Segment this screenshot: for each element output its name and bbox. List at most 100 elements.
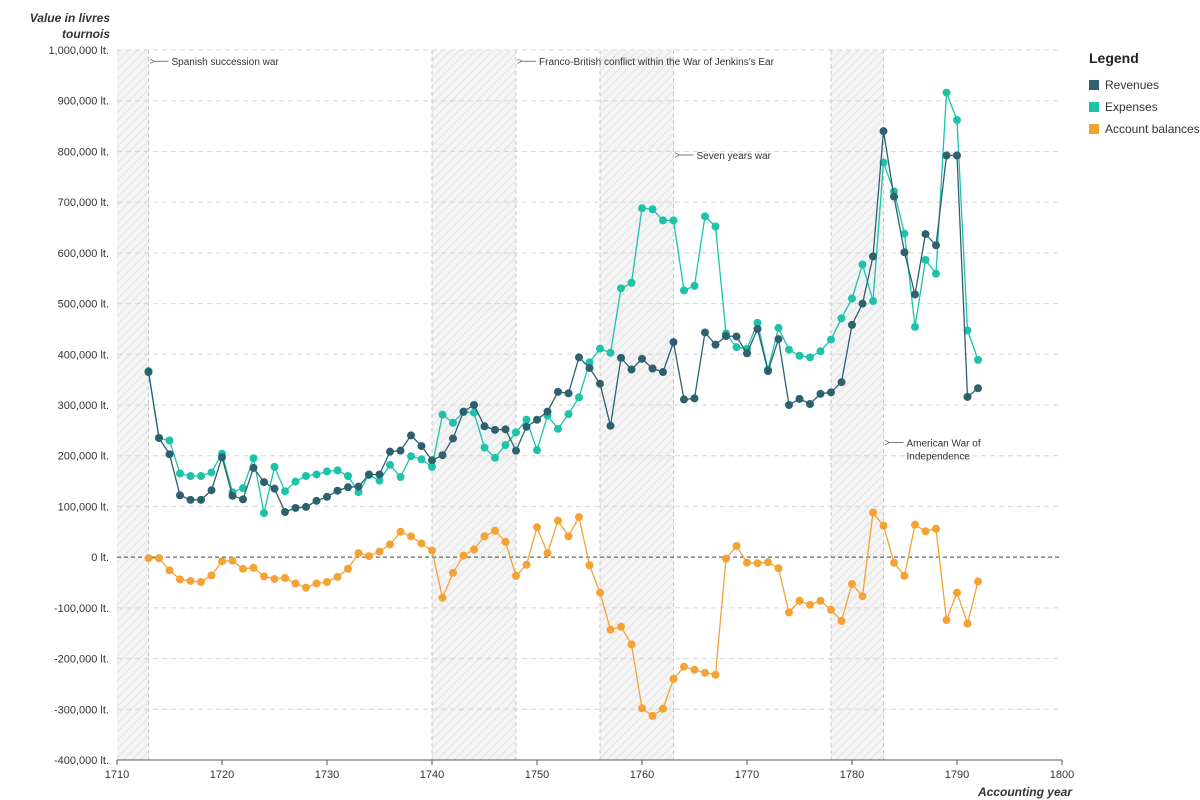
point-expenses: [281, 487, 289, 496]
legend-item-account-balances[interactable]: Account balances: [1089, 118, 1200, 140]
point-expenses: [407, 452, 415, 461]
point-account-balances: [564, 532, 573, 541]
x-tick-label: 1740: [420, 769, 444, 781]
war-annotations: Spanish succession war Franco-British con…: [155, 57, 981, 463]
legend-item-expenses[interactable]: Expenses: [1089, 96, 1200, 118]
point-expenses: [680, 286, 688, 295]
point-account-balances: [722, 554, 730, 563]
point-account-balances: [281, 573, 289, 582]
point-revenues: [974, 384, 982, 393]
point-expenses: [648, 205, 657, 214]
legend-title: Legend: [1089, 50, 1139, 66]
legend-swatch-account-balances: [1089, 124, 1099, 134]
point-account-balances: [386, 540, 394, 549]
point-expenses: [690, 281, 699, 290]
point-revenues: [375, 470, 384, 479]
point-revenues: [249, 463, 258, 472]
point-account-balances: [438, 593, 447, 602]
point-expenses: [470, 408, 478, 417]
point-expenses: [480, 443, 489, 452]
legend-label-account-balances: Account balances: [1105, 122, 1200, 136]
point-account-balances: [533, 523, 541, 532]
point-account-balances: [669, 674, 678, 683]
point-account-balances: [449, 568, 457, 577]
gridlines: [117, 49, 1062, 761]
point-revenues: [197, 495, 205, 504]
y-axis-title: Value in livres tournois: [29, 11, 110, 41]
point-revenues: [680, 395, 688, 404]
point-expenses: [900, 229, 909, 238]
x-tick-label: 1750: [525, 769, 549, 781]
point-account-balances: [879, 521, 888, 530]
point-revenues: [743, 349, 751, 358]
point-account-balances: [491, 526, 499, 535]
point-account-balances: [176, 575, 184, 584]
point-revenues: [144, 368, 153, 377]
point-account-balances: [197, 577, 205, 586]
y-tick-label: 400,000 lt.: [58, 349, 109, 361]
point-revenues: [911, 290, 919, 299]
point-expenses: [165, 436, 174, 445]
point-account-balances: [207, 571, 216, 580]
y-tick-label: 600,000 lt.: [58, 248, 109, 260]
point-account-balances: [543, 549, 552, 558]
point-revenues: [155, 433, 163, 442]
point-expenses: [491, 453, 499, 462]
point-account-balances: [932, 524, 940, 533]
point-expenses: [669, 216, 678, 225]
series-group: [144, 88, 982, 720]
point-revenues: [449, 434, 457, 443]
point-expenses: [522, 415, 531, 424]
point-expenses: [533, 446, 541, 455]
point-account-balances: [606, 625, 615, 634]
point-revenues: [501, 425, 510, 434]
legend-item-revenues[interactable]: Revenues: [1089, 74, 1200, 96]
point-expenses: [785, 345, 793, 354]
point-revenues: [732, 332, 741, 341]
point-expenses: [606, 348, 615, 357]
point-revenues: [302, 502, 310, 511]
point-account-balances: [774, 564, 783, 573]
point-account-balances: [302, 583, 310, 592]
point-expenses: [711, 222, 720, 231]
point-account-balances: [659, 704, 667, 713]
y-tick-label: 700,000 lt.: [58, 197, 109, 209]
point-account-balances: [333, 572, 342, 581]
point-account-balances: [354, 549, 363, 558]
point-account-balances: [323, 577, 331, 586]
point-expenses: [197, 472, 205, 480]
point-revenues: [711, 340, 720, 349]
point-revenues: [407, 431, 415, 440]
y-tick-label: 1,000,000 lt.: [48, 45, 109, 57]
point-revenues: [575, 353, 583, 362]
point-account-balances: [585, 561, 594, 570]
point-revenues: [386, 447, 394, 456]
point-account-balances: [417, 539, 426, 548]
point-revenues: [165, 450, 174, 459]
point-revenues: [522, 422, 531, 431]
x-tick-label: 1760: [630, 769, 654, 781]
point-revenues: [690, 394, 699, 403]
point-account-balances: [806, 600, 814, 609]
point-revenues: [428, 456, 436, 465]
point-revenues: [533, 415, 541, 424]
point-account-balances: [911, 520, 919, 529]
point-account-balances: [953, 588, 961, 597]
point-expenses: [375, 476, 384, 485]
point-account-balances: [848, 580, 856, 589]
y-tick-label: 500,000 lt.: [58, 299, 109, 311]
point-account-balances: [480, 532, 489, 541]
point-revenues: [648, 364, 657, 373]
point-revenues: [816, 389, 825, 398]
point-revenues: [270, 484, 279, 493]
point-account-balances: [701, 668, 709, 677]
point-expenses: [869, 297, 877, 306]
point-account-balances: [522, 560, 531, 569]
point-account-balances: [858, 592, 867, 601]
point-revenues: [627, 365, 636, 374]
x-tick-label: 1790: [945, 769, 969, 781]
point-expenses: [428, 462, 436, 471]
point-revenues: [186, 495, 195, 504]
series-revenues: [144, 127, 982, 517]
point-account-balances: [575, 513, 583, 522]
